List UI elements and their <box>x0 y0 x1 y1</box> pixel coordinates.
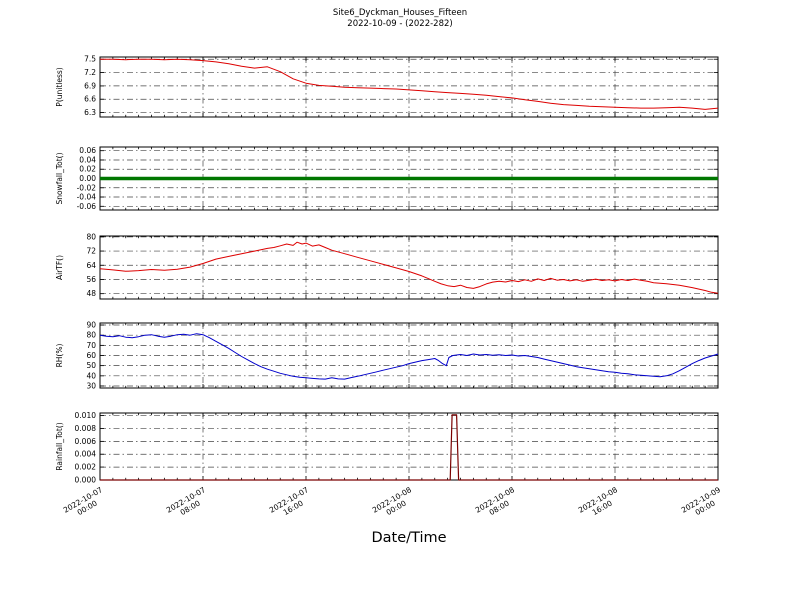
y-tick-label: -0.02 <box>77 183 97 192</box>
y-tick-label: 64 <box>86 261 96 270</box>
y-tick-label: 48 <box>86 289 96 298</box>
y-tick-label: 0.000 <box>75 476 97 485</box>
panel-Snowfall_Tot: -0.06-0.04-0.020.000.020.040.06 Snowfall_… <box>55 146 719 211</box>
series-line-P <box>100 58 719 110</box>
x-axis-title: Date/Time <box>371 530 447 546</box>
y-tick-label: 80 <box>86 331 96 340</box>
y-tick-label: 90 <box>86 321 96 330</box>
panel-P: 6.3 6.6 6.9 7.2 7.5 P(unitless) <box>55 55 719 118</box>
y-axis-label-P: P(unitless) <box>55 67 64 106</box>
panel-AirTF: 48 56 64 72 80 AirTF() <box>55 232 719 300</box>
chart-subtitle: 2022-10-09 - (2022-282) <box>347 19 453 30</box>
y-tick-label: 70 <box>86 341 96 350</box>
y-tick-label: -0.06 <box>77 202 97 211</box>
y-tick-label: 56 <box>86 275 96 284</box>
chart-header: Site6_Dyckman_Houses_Fifteen 2022-10-09 … <box>0 8 800 30</box>
y-tick-label: 0.004 <box>75 450 97 459</box>
y-tick-label: 0.006 <box>75 437 97 446</box>
y-tick-label: 7.2 <box>84 68 96 77</box>
y-tick-label: 6.3 <box>84 108 96 117</box>
y-tick-label: -0.04 <box>77 193 97 202</box>
y-tick-label: 72 <box>86 247 96 256</box>
y-tick-label: 7.5 <box>84 55 96 64</box>
y-axis-label-RH: RH(%) <box>55 344 64 368</box>
y-tick-label: 0.010 <box>75 411 97 420</box>
y-tick-label: 0.008 <box>75 424 97 433</box>
y-tick-label: 6.6 <box>84 95 96 104</box>
y-tick-label: 40 <box>86 371 96 380</box>
y-tick-label: 0.002 <box>75 463 97 472</box>
y-axis-label-AirTF: AirTF() <box>55 255 64 280</box>
y-tick-label: 0.00 <box>79 174 96 183</box>
series-line-Rainfall_Tot <box>100 414 718 481</box>
panel-Rainfall_Tot: 0.000 0.002 0.004 0.006 0.008 0.010 Rainfall_T… <box>55 411 722 517</box>
y-tick-label: 60 <box>86 351 96 360</box>
series-line-RH <box>99 333 719 380</box>
y-tick-label: 50 <box>86 361 96 370</box>
y-tick-label: 0.04 <box>79 155 96 164</box>
series-line-AirTF <box>99 241 719 294</box>
y-tick-label: 0.06 <box>79 146 96 155</box>
y-tick-label: 80 <box>86 232 96 241</box>
y-tick-label: 6.9 <box>84 81 96 90</box>
y-axis-label-Rainfall_Tot: Rainfall_Tot() <box>55 422 64 470</box>
y-tick-label: 0.02 <box>79 165 96 174</box>
y-axis-label-Snowfall_Tot: Snowfall_Tot() <box>55 152 64 204</box>
y-tick-label: 30 <box>86 381 96 390</box>
chart-title: Site6_Dyckman_Houses_Fifteen <box>332 8 468 18</box>
